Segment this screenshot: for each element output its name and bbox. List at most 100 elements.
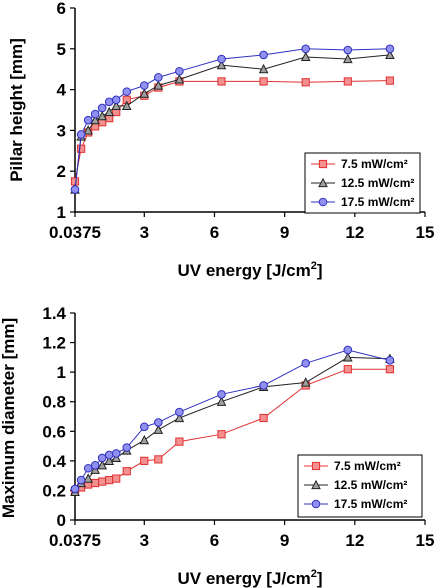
x-ticks: 0.0375 3 6 9 12 15 bbox=[49, 212, 434, 242]
data-point bbox=[112, 474, 121, 483]
data-point bbox=[343, 45, 353, 55]
y-ticks: 0 0.2 0.4 0.6 0.8 1 1.2 1.4 bbox=[42, 304, 75, 530]
data-point bbox=[154, 73, 163, 82]
data-point bbox=[139, 88, 150, 98]
data-point bbox=[154, 455, 163, 464]
data-point bbox=[217, 77, 226, 86]
data-point bbox=[111, 100, 122, 111]
x-tick-label: 3 bbox=[140, 531, 149, 550]
data-point bbox=[342, 53, 353, 64]
legend-label: 12.5 mW/cm² bbox=[334, 478, 407, 492]
data-point bbox=[259, 77, 268, 86]
x-tick-label: 15 bbox=[416, 531, 434, 550]
data-point bbox=[175, 66, 184, 76]
legend-marker bbox=[311, 461, 321, 471]
y-tick-label: 6 bbox=[57, 0, 66, 18]
data-point bbox=[97, 453, 107, 463]
data-point bbox=[301, 358, 311, 368]
x-tick-label: 12 bbox=[345, 531, 364, 550]
y-tick-label: 1.4 bbox=[42, 304, 66, 323]
data-point bbox=[76, 475, 86, 485]
y-tick-label: 0.6 bbox=[42, 422, 66, 441]
y-tick-label: 0.4 bbox=[42, 452, 66, 471]
data-point bbox=[300, 377, 311, 387]
data-point bbox=[104, 106, 115, 117]
y-ticks: 1 2 3 4 5 6 bbox=[57, 0, 75, 222]
data-point bbox=[122, 443, 132, 452]
y-axis-label: Maximum diameter [mm] bbox=[0, 318, 18, 518]
data-point bbox=[77, 144, 86, 153]
x-tick-label: 12 bbox=[345, 223, 364, 242]
data-point bbox=[90, 460, 100, 470]
data-point bbox=[259, 381, 268, 390]
data-point bbox=[343, 365, 352, 374]
y-tick-label: 2 bbox=[57, 162, 66, 181]
data-point bbox=[175, 437, 184, 446]
legend-entry: 17.5 mW/cm² bbox=[304, 497, 407, 511]
data-point bbox=[259, 50, 268, 60]
x-tick-label: 3 bbox=[140, 223, 149, 242]
data-point bbox=[104, 455, 115, 465]
data-point bbox=[174, 74, 185, 84]
data-point bbox=[122, 467, 131, 476]
data-point bbox=[70, 177, 80, 186]
series-line bbox=[74, 54, 390, 190]
data-point bbox=[300, 51, 311, 62]
data-point bbox=[111, 449, 121, 458]
legend-marker bbox=[311, 479, 321, 490]
legend-entry: 12.5 mW/cm² bbox=[304, 478, 407, 492]
data-point bbox=[98, 477, 107, 486]
legend-label: 17.5 mW/cm² bbox=[341, 195, 414, 209]
legend-label: 12.5 mW/cm² bbox=[341, 176, 414, 190]
series-3 bbox=[70, 345, 395, 494]
legend-marker bbox=[318, 177, 328, 188]
x-tick-label: 0.0375 bbox=[49, 531, 101, 550]
series-3 bbox=[70, 44, 395, 194]
y-tick-label: 0.8 bbox=[42, 393, 66, 412]
data-point bbox=[97, 459, 108, 470]
data-point bbox=[105, 475, 114, 485]
data-point bbox=[104, 97, 114, 107]
data-point bbox=[343, 345, 353, 355]
data-point bbox=[343, 77, 352, 86]
x-tick-label: 15 bbox=[416, 223, 434, 242]
legend-marker bbox=[311, 499, 321, 509]
data-point bbox=[259, 413, 268, 423]
data-point bbox=[385, 49, 395, 60]
data-point bbox=[122, 87, 132, 96]
data-point bbox=[139, 422, 149, 432]
y-tick-label: 1 bbox=[57, 363, 66, 382]
data-point bbox=[301, 78, 310, 87]
data-point bbox=[83, 125, 93, 135]
x-tick-label: 6 bbox=[210, 223, 219, 242]
y-axis-label: Pillar height [mm] bbox=[7, 38, 26, 182]
y-tick-label: 0.2 bbox=[42, 481, 66, 500]
data-point bbox=[258, 63, 269, 74]
data-point bbox=[153, 80, 164, 90]
data-point bbox=[217, 54, 226, 64]
y-tick-label: 3 bbox=[57, 121, 66, 140]
series-1 bbox=[70, 365, 395, 495]
data-point bbox=[175, 407, 184, 417]
data-point bbox=[385, 365, 395, 374]
data-point bbox=[174, 412, 185, 423]
data-point bbox=[139, 434, 150, 445]
maximum-diameter-chart: 0.0375 3 6 9 12 15 0 0.2 0.4 0.6 0.8 1 1.2 1.4 UV en… bbox=[0, 304, 434, 588]
y-tick-label: 0 bbox=[57, 511, 66, 530]
legend-entry: 7.5 mW/cm² bbox=[311, 157, 408, 171]
data-point bbox=[104, 450, 114, 460]
x-axis-label: UV energy [J/cm2] bbox=[177, 568, 322, 588]
data-point bbox=[301, 44, 311, 54]
series-line bbox=[74, 48, 390, 190]
data-point bbox=[97, 110, 108, 121]
y-tick-label: 4 bbox=[57, 81, 67, 100]
data-point bbox=[216, 396, 227, 406]
data-point bbox=[217, 390, 226, 399]
data-point bbox=[111, 95, 121, 105]
data-point bbox=[121, 100, 132, 111]
data-point bbox=[385, 44, 395, 54]
data-point bbox=[217, 430, 226, 439]
series-group bbox=[70, 345, 395, 497]
legend-marker bbox=[318, 159, 328, 169]
